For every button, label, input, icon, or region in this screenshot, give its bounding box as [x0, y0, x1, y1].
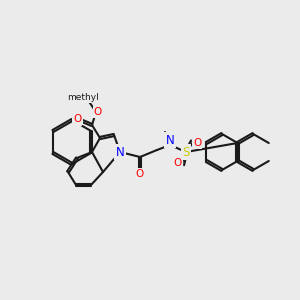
Text: S: S [182, 146, 190, 158]
Text: N: N [166, 134, 174, 146]
Text: O: O [94, 107, 102, 117]
Text: O: O [136, 169, 144, 179]
Text: O: O [174, 158, 182, 168]
Text: methyl: methyl [67, 94, 99, 103]
Text: N: N [116, 146, 124, 158]
Text: O: O [74, 114, 82, 124]
Text: O: O [193, 138, 201, 148]
Text: O: O [73, 115, 81, 125]
